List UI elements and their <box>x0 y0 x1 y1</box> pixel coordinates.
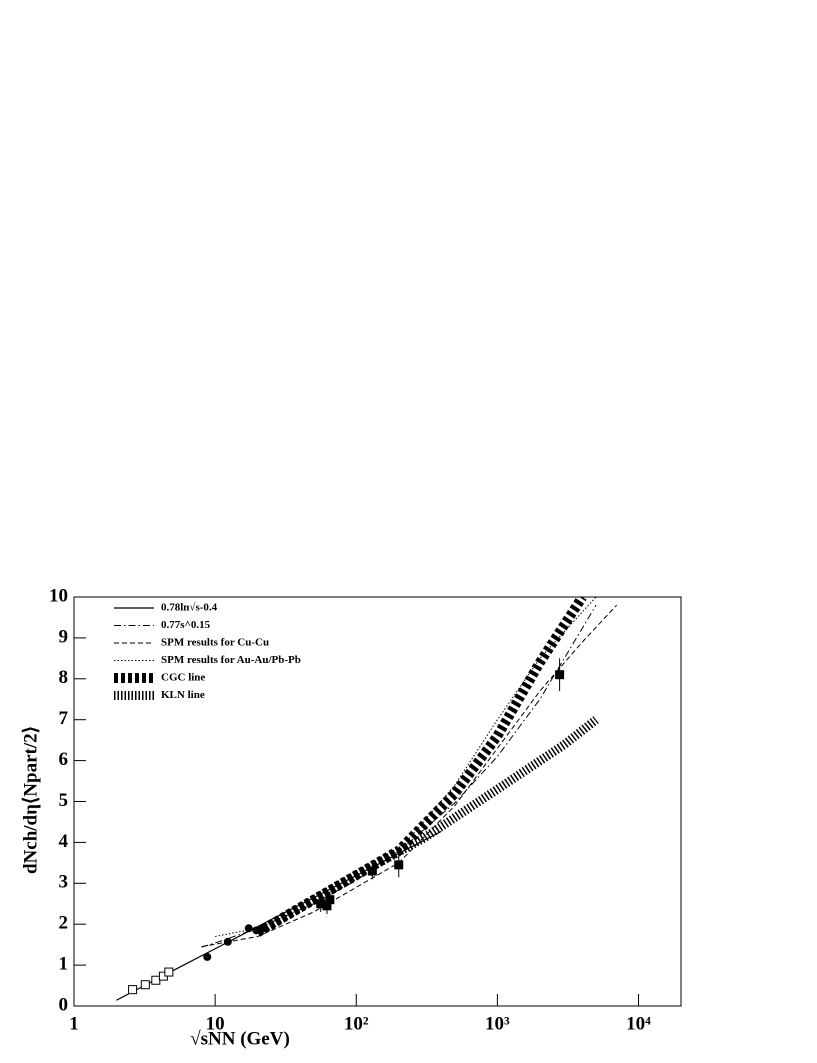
x-tick-label: 10⁴ <box>626 1013 651 1034</box>
data-point <box>203 952 212 961</box>
y-tick-label: 9 <box>59 626 69 647</box>
y-tick-label: 8 <box>59 667 69 688</box>
series-line <box>116 830 442 1001</box>
series-line <box>201 604 618 948</box>
y-tick-label: 0 <box>59 994 69 1015</box>
y-tick-label: 5 <box>59 790 69 811</box>
y-tick-label: 1 <box>59 953 69 974</box>
data-point <box>325 895 335 905</box>
legend-label: 0.77s^0.15 <box>161 619 211 631</box>
x-tick-label: 10 <box>206 1013 225 1034</box>
data-point <box>164 967 174 977</box>
data-point <box>367 866 377 876</box>
y-tick-label: 6 <box>59 749 69 770</box>
legend-label: KLN line <box>161 689 205 701</box>
data-point <box>140 980 150 990</box>
x-axis-label: √sNN (GeV) <box>190 1028 290 1049</box>
data-point <box>394 860 404 870</box>
legend-label: 0.78ln√s-0.4 <box>161 602 218 614</box>
y-tick-label: 2 <box>59 913 69 934</box>
x-tick-label: 1 <box>69 1013 79 1034</box>
y-axis-label: dNch/dη⟨Npart/2⟩ <box>20 726 41 874</box>
legend-label: SPM results for Cu-Cu <box>161 637 269 649</box>
data-point <box>244 924 253 933</box>
x-tick-label: 10³ <box>485 1013 510 1034</box>
series-line <box>255 716 599 937</box>
data-point <box>223 937 232 946</box>
data-point <box>252 926 261 935</box>
data-point <box>151 975 161 985</box>
x-tick-label: 10² <box>344 1013 369 1034</box>
data-point <box>259 924 268 933</box>
y-tick-label: 7 <box>59 708 69 729</box>
legend-label: CGC line <box>161 672 205 684</box>
data-point <box>555 670 565 680</box>
y-tick-label: 10 <box>49 585 68 606</box>
y-tick-label: 4 <box>59 831 69 852</box>
data-point <box>128 985 138 995</box>
y-tick-label: 3 <box>59 872 69 893</box>
legend-label: SPM results for Au-Au/Pb-Pb <box>161 654 301 666</box>
